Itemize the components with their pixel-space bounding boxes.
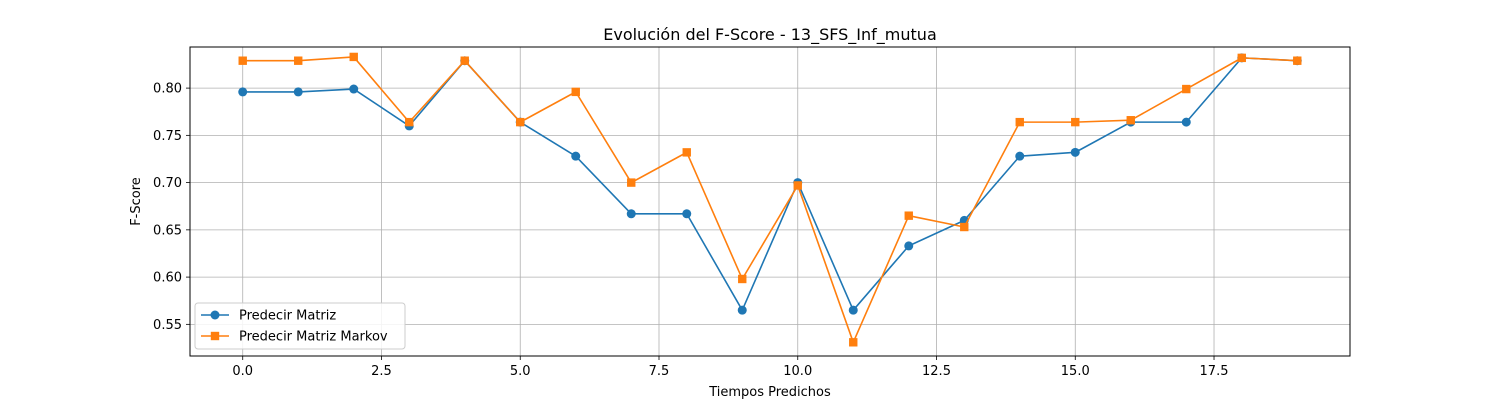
data-point-circle xyxy=(238,87,248,97)
data-point-square xyxy=(294,56,303,65)
data-point-circle xyxy=(571,151,581,161)
grid-lines xyxy=(190,47,1350,356)
y-tick-label: 0.75 xyxy=(153,129,182,144)
legend-entry: Predecir Matriz xyxy=(201,309,336,324)
data-point-square xyxy=(349,52,358,62)
y-tick-label: 0.80 xyxy=(153,82,182,97)
data-point-square xyxy=(571,87,580,97)
x-tick-label: 15.0 xyxy=(1061,364,1090,379)
data-point-square xyxy=(238,56,247,65)
data-point-square xyxy=(516,117,525,127)
data-point-square xyxy=(960,222,969,232)
data-point-circle xyxy=(1070,147,1080,157)
x-tick-label: 2.5 xyxy=(371,364,392,379)
x-tick-label: 5.0 xyxy=(510,364,531,379)
data-point-circle xyxy=(293,87,303,97)
data-point-circle xyxy=(682,209,692,219)
data-point-square xyxy=(405,117,414,127)
y-tick-label: 0.65 xyxy=(153,223,182,238)
y-tick-label: 0.55 xyxy=(153,318,182,333)
legend-marker-square xyxy=(210,331,220,341)
y-tick-label: 0.60 xyxy=(153,271,182,286)
data-point-square xyxy=(793,181,802,190)
legend-box xyxy=(194,302,406,350)
legend: Predecir Matriz Predecir Matriz Markov xyxy=(194,302,406,350)
data-point-square xyxy=(627,178,636,187)
data-point-square xyxy=(682,148,691,157)
series-layer xyxy=(238,52,1302,347)
data-point-circle xyxy=(737,305,747,315)
data-point-square xyxy=(460,56,469,65)
x-tick-label: 7.5 xyxy=(649,364,670,379)
axis-ticks: 0.0 2.5 5.0 7.5 10.0 12.5 15.0 17.5 0.55 0.60 0.65… xyxy=(153,82,1228,379)
x-tick-label: 10.0 xyxy=(783,364,812,379)
legend-marker-circle xyxy=(210,310,220,320)
series-1 xyxy=(238,53,1302,315)
data-point-circle xyxy=(1015,151,1025,161)
y-tick-label: 0.70 xyxy=(153,176,182,191)
series-2 xyxy=(238,52,1302,347)
data-point-square xyxy=(738,274,747,284)
data-point-square xyxy=(1182,84,1191,94)
plot-area xyxy=(189,46,1351,357)
legend-label: Predecir Matriz xyxy=(239,309,336,324)
series-line xyxy=(242,57,1298,311)
data-point-circle xyxy=(904,241,914,251)
data-point-square xyxy=(1071,117,1080,127)
data-point-circle xyxy=(1181,117,1191,127)
data-point-square xyxy=(1015,117,1024,127)
chart-title: Evolución del F-Score - 13_SFS_Inf_mutua xyxy=(603,25,937,45)
data-point-circle xyxy=(848,305,858,315)
data-point-square xyxy=(1237,53,1246,63)
data-point-square xyxy=(849,338,858,347)
data-point-square xyxy=(1293,56,1302,65)
data-point-square xyxy=(904,211,913,220)
data-point-circle xyxy=(349,84,359,94)
series-line xyxy=(242,56,1298,344)
legend-entry: Predecir Matriz Markov xyxy=(201,330,388,345)
x-axis-label: Tiempos Predichos xyxy=(708,385,831,400)
y-axis-label: F-Score xyxy=(129,177,144,226)
x-tick-label: 0.0 xyxy=(232,364,253,379)
x-tick-label: 12.5 xyxy=(922,364,951,379)
x-tick-label: 17.5 xyxy=(1200,364,1229,379)
legend-label: Predecir Matriz Markov xyxy=(239,330,388,345)
data-point-square xyxy=(1126,116,1135,125)
data-point-circle xyxy=(626,209,636,219)
